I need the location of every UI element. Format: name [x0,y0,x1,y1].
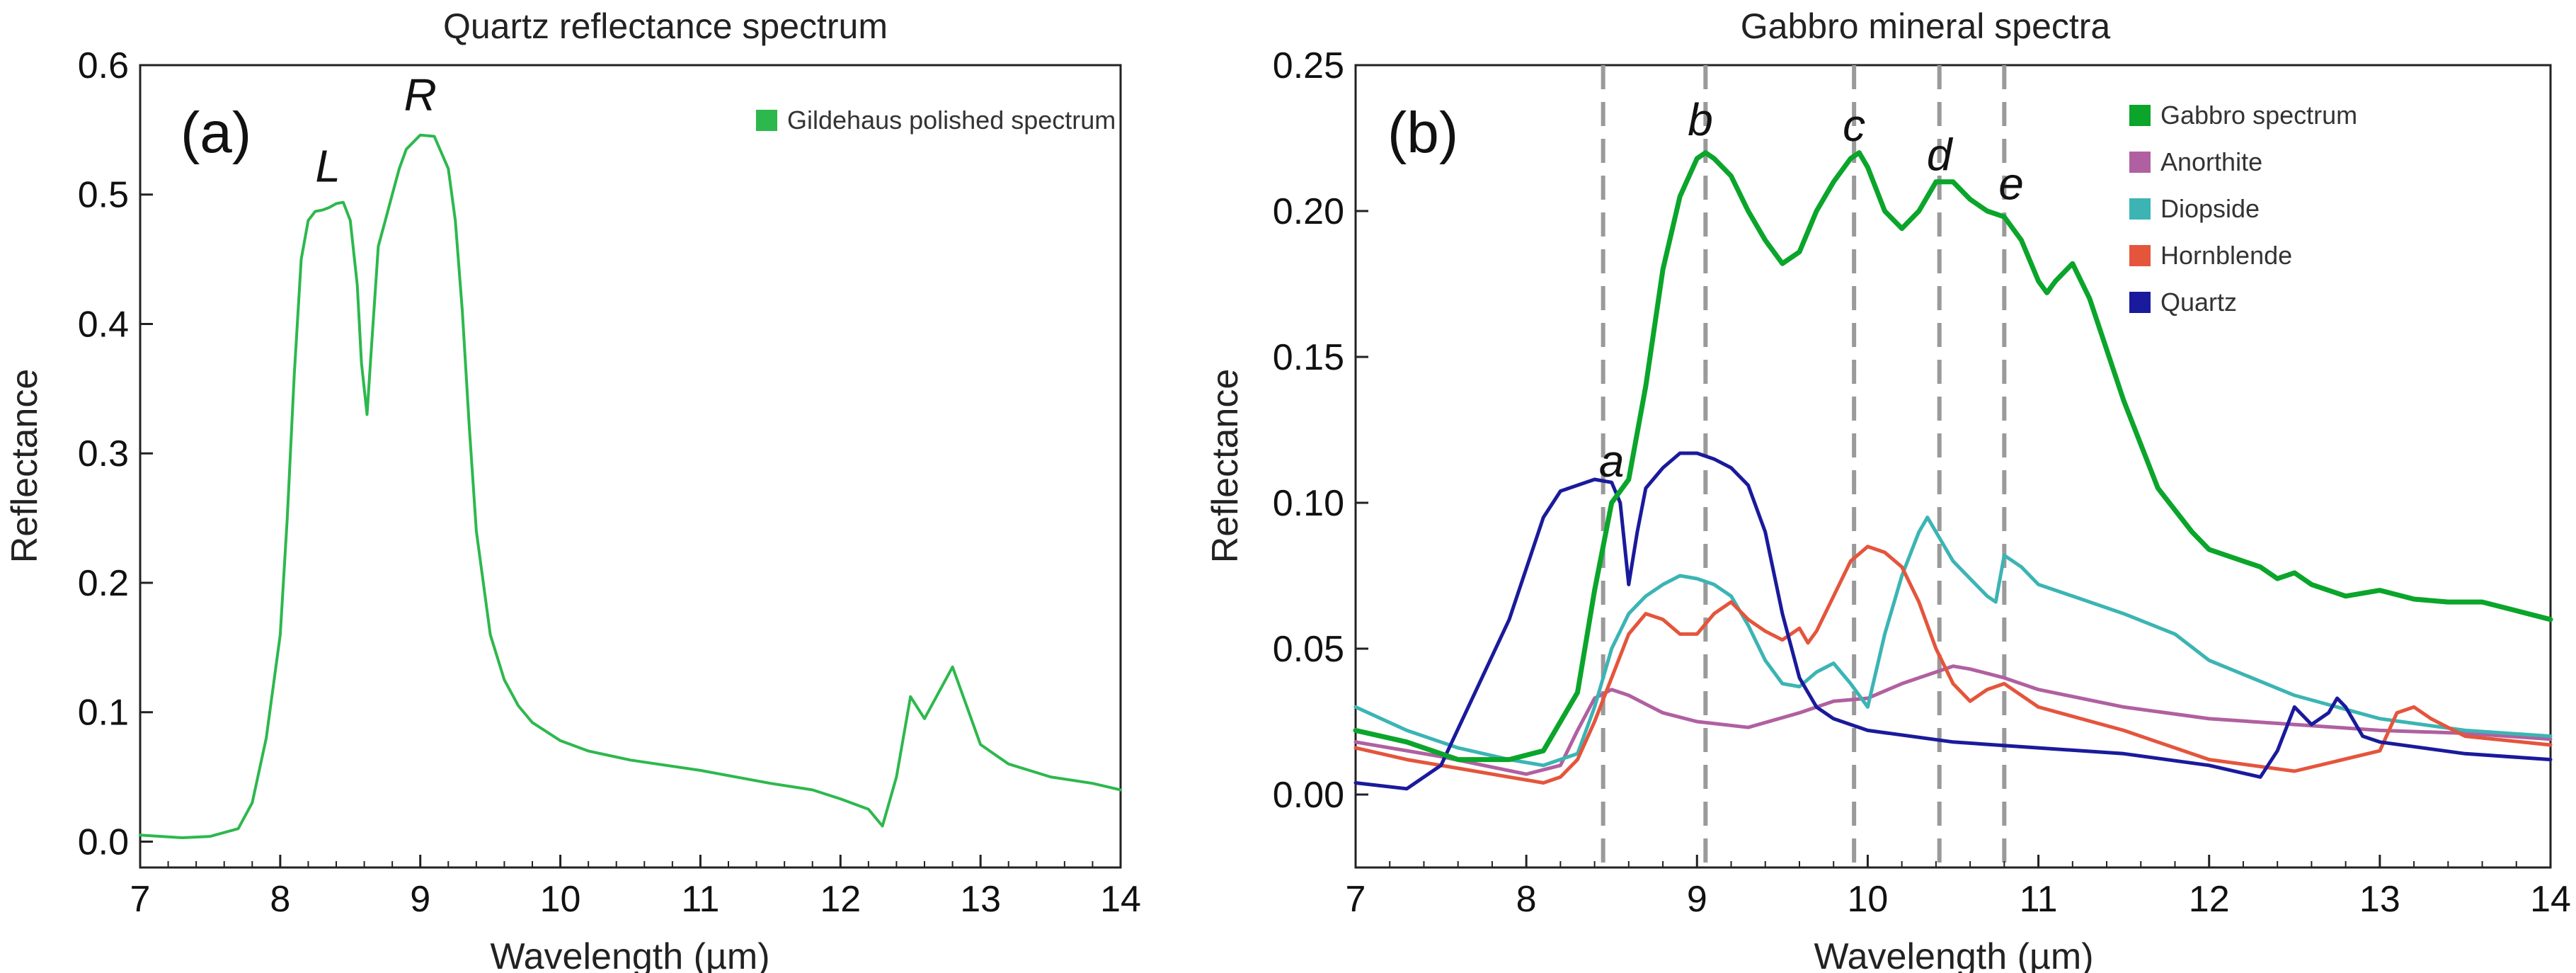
series-line-anorthite [1353,664,2553,776]
annotation-r: R [404,69,437,120]
chart-b-frame [1354,64,2552,869]
x-tick-label: 13 [2359,879,2400,920]
chart-b-series [1353,150,2553,791]
chart-b-panel-label: (b) [1387,101,1458,165]
chart-a-x-axis: 7 8 9 10 11 12 13 14 [130,855,1141,920]
chart-b-xlabel: Wavelength (µm) [1814,936,2093,973]
chart-a-y-axis: 0.0 0.1 0.2 0.3 0.4 0.5 0.6 [78,45,153,863]
legend-swatch-quartz [2129,292,2151,313]
y-tick-label: 0.20 [1273,191,1344,232]
y-tick-label: 0.10 [1273,483,1344,524]
x-tick-label: 12 [820,879,861,920]
legend-swatch-hornblende [2129,245,2151,266]
x-tick-label: 10 [540,879,581,920]
x-tick-label: 7 [1346,879,1366,920]
legend-swatch-gildehaus [756,110,777,131]
annotation-d: d [1927,129,1954,180]
chart-b-ylabel: Reflectance [1205,369,1246,564]
legend-label-gabbro-spectrum: Gabbro spectrum [2160,101,2357,130]
y-tick-label: 0.6 [78,45,129,86]
panel-a: Quartz reflectance spectrum 0.0 0.1 0.2 0.3… [4,6,1141,973]
series-line-quartz [1353,451,2553,791]
chart-b-legend: Gabbro spectrum Anorthite Diopside Hornblen… [2129,101,2357,317]
annotation-a: a [1599,436,1625,486]
annotation-l: L [315,140,340,191]
series-line-gildehaus-polished-spectrum [139,133,1122,839]
series-line-diopside [1353,516,2553,768]
chart-b-y-axis: 0.00 0.05 0.10 0.15 0.20 0.25 [1273,45,1368,816]
x-tick-label: 13 [960,879,1001,920]
y-tick-label: 0.1 [78,693,129,734]
chart-a-series [139,133,1122,839]
legend-label-quartz: Quartz [2160,288,2237,317]
chart-a-frame [139,64,1122,869]
x-tick-label: 11 [681,879,719,920]
series-line-hornblende [1353,545,2553,785]
x-tick-label: 11 [2020,879,2058,920]
panel-b: Gabbro mineral spectra 0.000.050.100.150… [1205,6,2571,973]
chart-a-legend: Gildehaus polished spectrum [756,106,1116,135]
chart-a-xlabel: Wavelength (µm) [490,936,769,973]
y-tick-label: 0.15 [1273,337,1344,378]
x-tick-label: 9 [410,879,430,920]
series-line-gabbro-spectrum [1353,150,2553,763]
legend-label-anorthite: Anorthite [2160,147,2262,176]
chart-b-title: Gabbro mineral spectra [1741,6,2111,46]
chart-a-annotations: LR [315,69,436,192]
annotation-e: e [1998,159,2024,210]
chart-b-reference-lines [1601,65,2007,867]
y-tick-label: 0.4 [78,304,129,345]
y-tick-label: 0.2 [78,563,129,604]
chart-b-annotations: a b c de [1599,94,2024,486]
annotation-c: c [1843,100,1865,151]
legend-swatch-diopside [2129,198,2151,220]
chart-b-x-axis: 7 8 9 10 11 12 13 14 [1346,855,2571,920]
x-tick-label: 14 [2530,879,2571,920]
x-tick-label: 10 [1848,879,1889,920]
x-tick-label: 12 [2189,879,2230,920]
legend-swatch-anorthite [2129,152,2151,173]
y-tick-label: 0.25 [1273,45,1344,86]
x-tick-label: 8 [1516,879,1537,920]
x-tick-label: 7 [130,879,151,920]
chart-a-ylabel: Reflectance [4,369,45,564]
y-tick-label: 0.00 [1273,775,1344,816]
x-tick-label: 14 [1100,879,1141,920]
y-tick-label: 0.3 [78,433,129,474]
y-tick-label: 0.0 [78,821,129,863]
annotation-b: b [1688,94,1713,145]
chart-a-title: Quartz reflectance spectrum [443,6,888,46]
y-tick-label: 0.5 [78,175,129,216]
x-tick-label: 9 [1687,879,1707,920]
legend-swatch-gabbro-spectrum [2129,105,2151,126]
x-tick-label: 8 [270,879,290,920]
y-tick-label: 0.05 [1273,629,1344,670]
legend-label-hornblende: Hornblende [2160,241,2292,270]
legend-label-gildehaus: Gildehaus polished spectrum [787,106,1116,135]
legend-label-diopside: Diopside [2160,194,2260,223]
chart-a-panel-label: (a) [181,101,251,165]
